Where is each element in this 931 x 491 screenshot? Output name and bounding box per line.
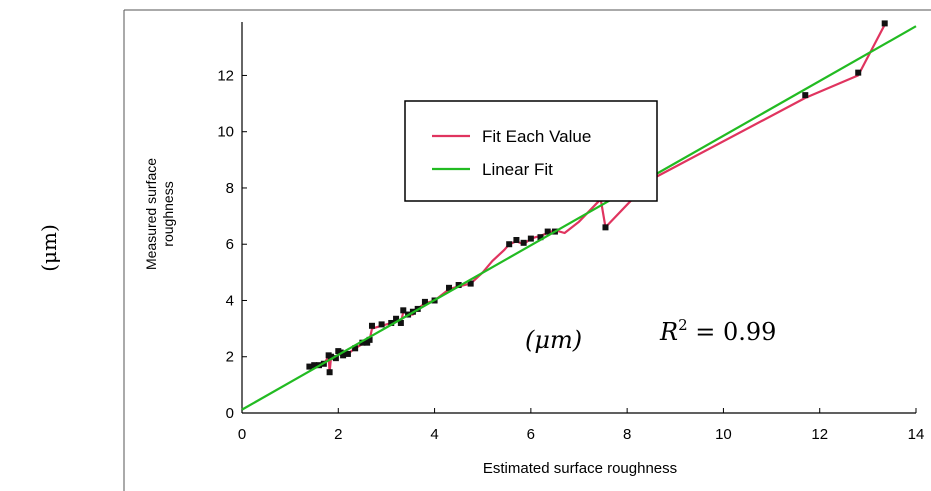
data-point (311, 362, 318, 369)
data-point (352, 345, 359, 352)
x-tick-label: 10 (715, 426, 732, 443)
data-point (544, 228, 551, 235)
y-axis-title: Measured surface roughness (143, 158, 176, 270)
data-point (506, 241, 513, 248)
y-tick-label: 0 (226, 405, 234, 422)
data-point (802, 92, 809, 99)
legend-box (404, 100, 658, 202)
y-tick-label: 10 (217, 124, 234, 141)
data-point (602, 224, 609, 231)
data-point (421, 298, 428, 305)
r2-value: = 0.99 (688, 318, 777, 346)
x-tick-label: 8 (623, 426, 631, 443)
y-ticks: 0 2 4 6 8 10 12 (217, 67, 247, 422)
data-point (513, 237, 520, 244)
data-point (881, 20, 888, 27)
data-point (455, 282, 462, 289)
legend-label-linear-fit: Linear Fit (482, 160, 553, 179)
data-point (537, 234, 544, 241)
r2-exponent: 2 (678, 316, 688, 334)
data-point (340, 352, 347, 359)
y-tick-label: 2 (226, 349, 234, 366)
r2-annotation: R2 = 0.99 (659, 316, 776, 346)
x-tick-label: 14 (908, 426, 925, 443)
data-point (332, 355, 339, 362)
data-point (359, 339, 366, 346)
series-linear-fit-line (241, 25, 917, 411)
data-point (397, 319, 404, 326)
data-point (368, 322, 375, 329)
x-tick-label: 2 (334, 426, 342, 443)
y-tick-label: 12 (217, 67, 234, 84)
data-point (326, 369, 333, 376)
data-point (328, 353, 335, 360)
data-point (446, 284, 453, 291)
unit-annotation: (μm) (525, 326, 582, 354)
data-point (378, 321, 385, 328)
data-point (467, 280, 474, 287)
x-tick-label: 12 (811, 426, 828, 443)
legend-label-fit-each-value: Fit Each Value (482, 127, 591, 146)
legend: Fit Each Value Linear Fit (404, 100, 658, 202)
x-tick-label: 4 (430, 426, 438, 443)
y-axis-title-line1: Measured surface (143, 158, 159, 270)
data-point (393, 315, 400, 322)
y-tick-label: 8 (226, 180, 234, 197)
x-ticks: 0 2 4 6 8 10 12 14 (238, 408, 925, 443)
data-point (344, 350, 351, 357)
x-tick-label: 0 (238, 426, 246, 443)
x-axis-title: Estimated surface roughness (483, 460, 677, 477)
data-point (400, 307, 407, 314)
data-point (306, 363, 313, 370)
y-tick-label: 6 (226, 236, 234, 253)
side-unit-label: (μm) (37, 224, 61, 272)
data-point (520, 239, 527, 246)
r2-symbol: R (659, 318, 678, 346)
data-point (527, 235, 534, 242)
data-point (855, 69, 862, 76)
x-tick-label: 6 (527, 426, 535, 443)
data-point (388, 319, 395, 326)
data-point (366, 336, 373, 343)
y-tick-label: 4 (226, 292, 234, 309)
y-axis-title-line2: roughness (160, 181, 176, 246)
